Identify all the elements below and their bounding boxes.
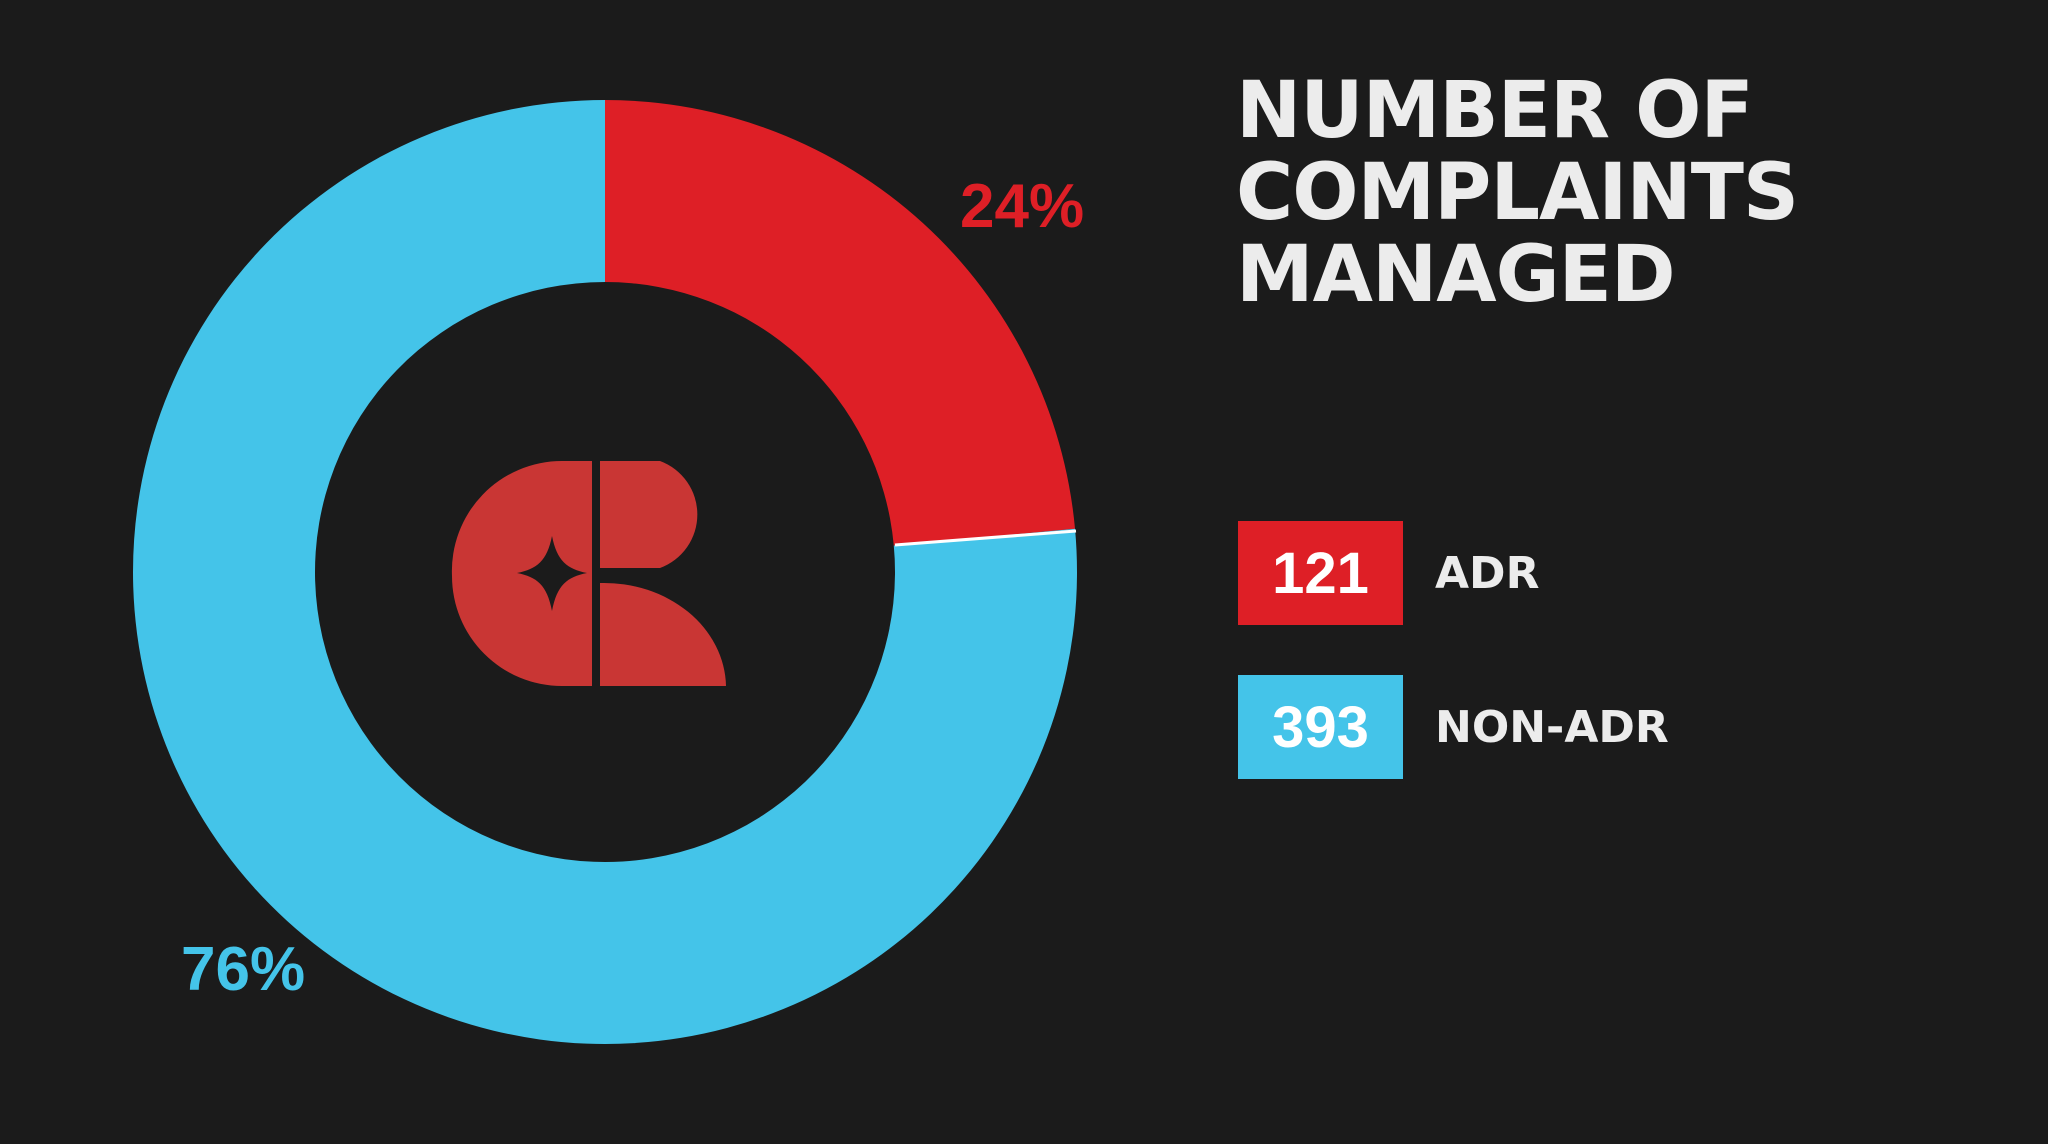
donut-slices — [132, 100, 1077, 1044]
cr-monogram-logo — [451, 460, 726, 686]
slice-label-adr: 24% — [960, 172, 1084, 241]
title-line: NUMBER OF — [1236, 66, 1754, 156]
slice-label-non-adr: 76% — [181, 935, 305, 1004]
legend-value-adr: 121 — [1238, 521, 1403, 625]
slice-separator — [894, 529, 1077, 547]
logo-left-half — [451, 460, 592, 686]
chart-title: NUMBER OF COMPLAINTS MANAGED — [1236, 70, 2016, 316]
logo-right-top — [600, 461, 698, 568]
legend-item-non-adr: 393 NON-ADR — [1238, 675, 1669, 779]
slice-non-adr — [132, 100, 1077, 1044]
legend-item-adr: 121 ADR — [1238, 521, 1669, 625]
title-line: COMPLAINTS — [1236, 148, 1799, 238]
title-line: MANAGED — [1236, 230, 1676, 320]
legend: 121 ADR 393 NON-ADR — [1238, 521, 1669, 829]
slice-adr — [605, 100, 1076, 546]
logo-right-bottom — [600, 582, 726, 686]
legend-label-adr: ADR — [1435, 547, 1540, 599]
legend-label-non-adr: NON-ADR — [1435, 701, 1669, 753]
legend-value-non-adr: 393 — [1238, 675, 1403, 779]
